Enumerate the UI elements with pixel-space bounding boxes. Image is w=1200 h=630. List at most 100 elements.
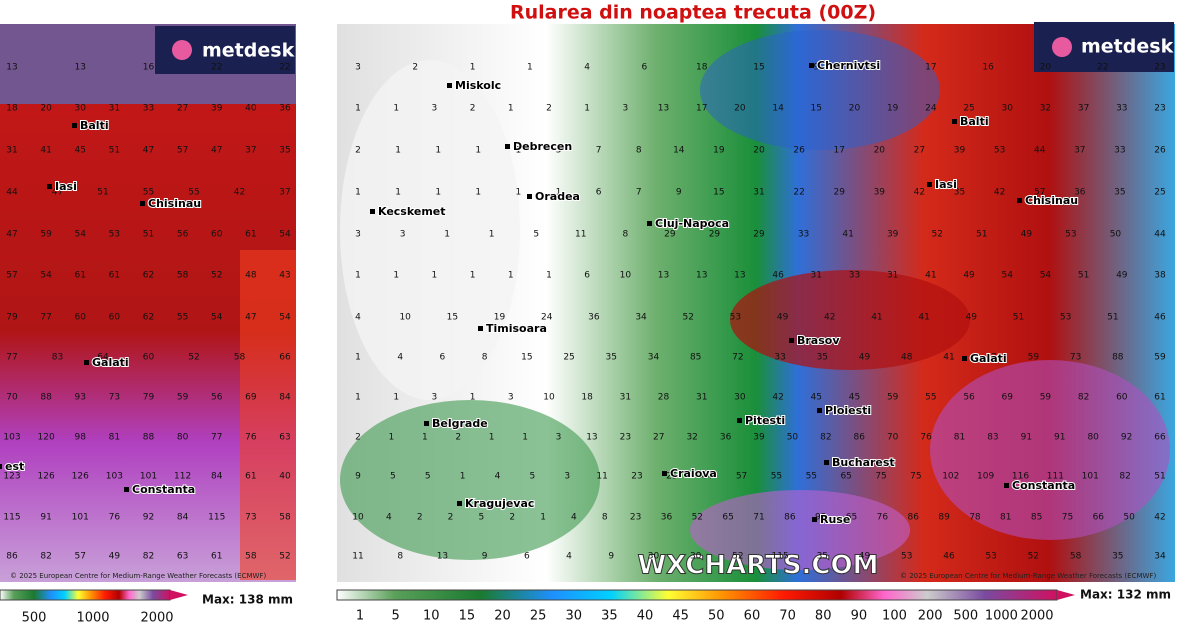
- city-marker: [647, 221, 652, 226]
- colorbar-label: 45: [672, 609, 689, 624]
- grid-value: 82: [1119, 472, 1130, 482]
- grid-value: 44: [1154, 230, 1166, 240]
- grid-value: 58: [245, 552, 257, 562]
- map-shading: [340, 400, 600, 560]
- grid-value: 20: [849, 104, 861, 114]
- city-label: Constanta: [1012, 479, 1075, 492]
- grid-value: 11: [352, 552, 363, 562]
- grid-value: 35: [817, 353, 828, 363]
- grid-value: 13: [734, 271, 745, 281]
- grid-value: 9: [608, 552, 614, 562]
- grid-value: 59: [177, 393, 189, 403]
- colorbar-arrow: [1057, 590, 1075, 600]
- grid-value: 4: [566, 552, 572, 562]
- grid-value: 60: [143, 353, 155, 363]
- grid-value: 95: [815, 513, 826, 523]
- grid-value: 33: [1116, 104, 1127, 114]
- grid-value: 1: [546, 271, 552, 281]
- logo-text: metdesk: [1081, 36, 1174, 58]
- grid-value: 32: [686, 433, 697, 443]
- grid-value: 59: [40, 230, 52, 240]
- grid-value: 16: [982, 63, 994, 73]
- city-label: Iasi: [55, 180, 77, 193]
- grid-value: 60: [211, 230, 223, 240]
- grid-value: 31: [811, 271, 822, 281]
- grid-value: 109: [977, 472, 994, 482]
- grid-value: 55: [188, 188, 199, 198]
- grid-value: 36: [279, 104, 291, 114]
- city-marker: [124, 487, 129, 492]
- city-marker: [809, 63, 814, 68]
- map-shading: [690, 490, 910, 570]
- grid-value: 38: [1154, 271, 1166, 281]
- grid-value: 42: [1154, 513, 1165, 523]
- grid-value: 29: [709, 230, 721, 240]
- grid-value: 4: [584, 63, 590, 73]
- grid-value: 57: [736, 472, 747, 482]
- grid-value: 59: [1028, 353, 1040, 363]
- grid-value: 20: [753, 146, 765, 156]
- colorbar-label: 50: [708, 609, 725, 624]
- copyright: © 2025 European Centre for Medium-Range …: [900, 572, 1156, 580]
- city-label: Chisinau: [148, 197, 201, 210]
- grid-value: 35: [817, 552, 828, 562]
- grid-value: 82: [1078, 393, 1089, 403]
- grid-value: 13: [658, 271, 669, 281]
- city-label: Timisoara: [486, 322, 547, 335]
- grid-value: 41: [925, 271, 936, 281]
- grid-value: 55: [177, 313, 188, 323]
- grid-value: 115: [3, 513, 20, 523]
- logo-text: metdesk: [202, 40, 295, 62]
- grid-value: 17: [833, 146, 844, 156]
- grid-value: 58: [234, 353, 246, 363]
- grid-value: 52: [683, 313, 694, 323]
- grid-value: 6: [524, 552, 530, 562]
- city-label: Debrecen: [513, 140, 572, 153]
- grid-value: 13: [586, 433, 597, 443]
- grid-value: 53: [730, 313, 741, 323]
- colorbar-arrow: [170, 590, 188, 600]
- grid-value: 40: [245, 104, 257, 114]
- grid-value: 55: [143, 188, 154, 198]
- grid-value: 2: [546, 104, 552, 114]
- grid-value: 53: [901, 552, 912, 562]
- grid-value: 52: [279, 552, 290, 562]
- grid-value: 15: [713, 188, 724, 198]
- grid-value: 3: [355, 63, 361, 73]
- watermark: WXCHARTS.COM: [637, 551, 878, 581]
- city-label: Chernivtsi: [817, 59, 880, 72]
- grid-value: 1: [432, 271, 438, 281]
- grid-value: 23: [630, 513, 641, 523]
- grid-value: 1: [475, 188, 481, 198]
- grid-value: 1: [435, 188, 441, 198]
- colorbar-label: 40: [637, 609, 654, 624]
- grid-value: 35: [606, 353, 617, 363]
- colorbar-label: 10: [423, 609, 440, 624]
- grid-value: 92: [1121, 433, 1132, 443]
- colorbar: [0, 589, 171, 601]
- grid-value: 8: [622, 230, 628, 240]
- grid-value: 9: [355, 472, 361, 482]
- grid-value: 123: [3, 472, 20, 482]
- colorbar-label: 90: [851, 609, 868, 624]
- grid-value: 75: [875, 472, 886, 482]
- grid-value: 47: [245, 313, 256, 323]
- grid-value: 42: [914, 188, 925, 198]
- grid-value: 14: [673, 146, 685, 156]
- grid-value: 70: [887, 433, 899, 443]
- city-marker: [140, 201, 145, 206]
- grid-value: 20: [1040, 63, 1052, 73]
- grid-value: 50: [1110, 230, 1122, 240]
- grid-value: 33: [849, 271, 860, 281]
- grid-value: 72: [732, 353, 743, 363]
- city-marker: [662, 471, 667, 476]
- grid-value: 1: [508, 271, 514, 281]
- grid-value: 42: [772, 393, 783, 403]
- grid-value: 1: [489, 230, 495, 240]
- grid-value: 52: [211, 271, 222, 281]
- city-marker: [72, 123, 77, 128]
- grid-value: 42: [994, 188, 1005, 198]
- grid-value: 32: [1040, 104, 1051, 114]
- grid-value: 54: [279, 230, 291, 240]
- grid-value: 73: [245, 513, 256, 523]
